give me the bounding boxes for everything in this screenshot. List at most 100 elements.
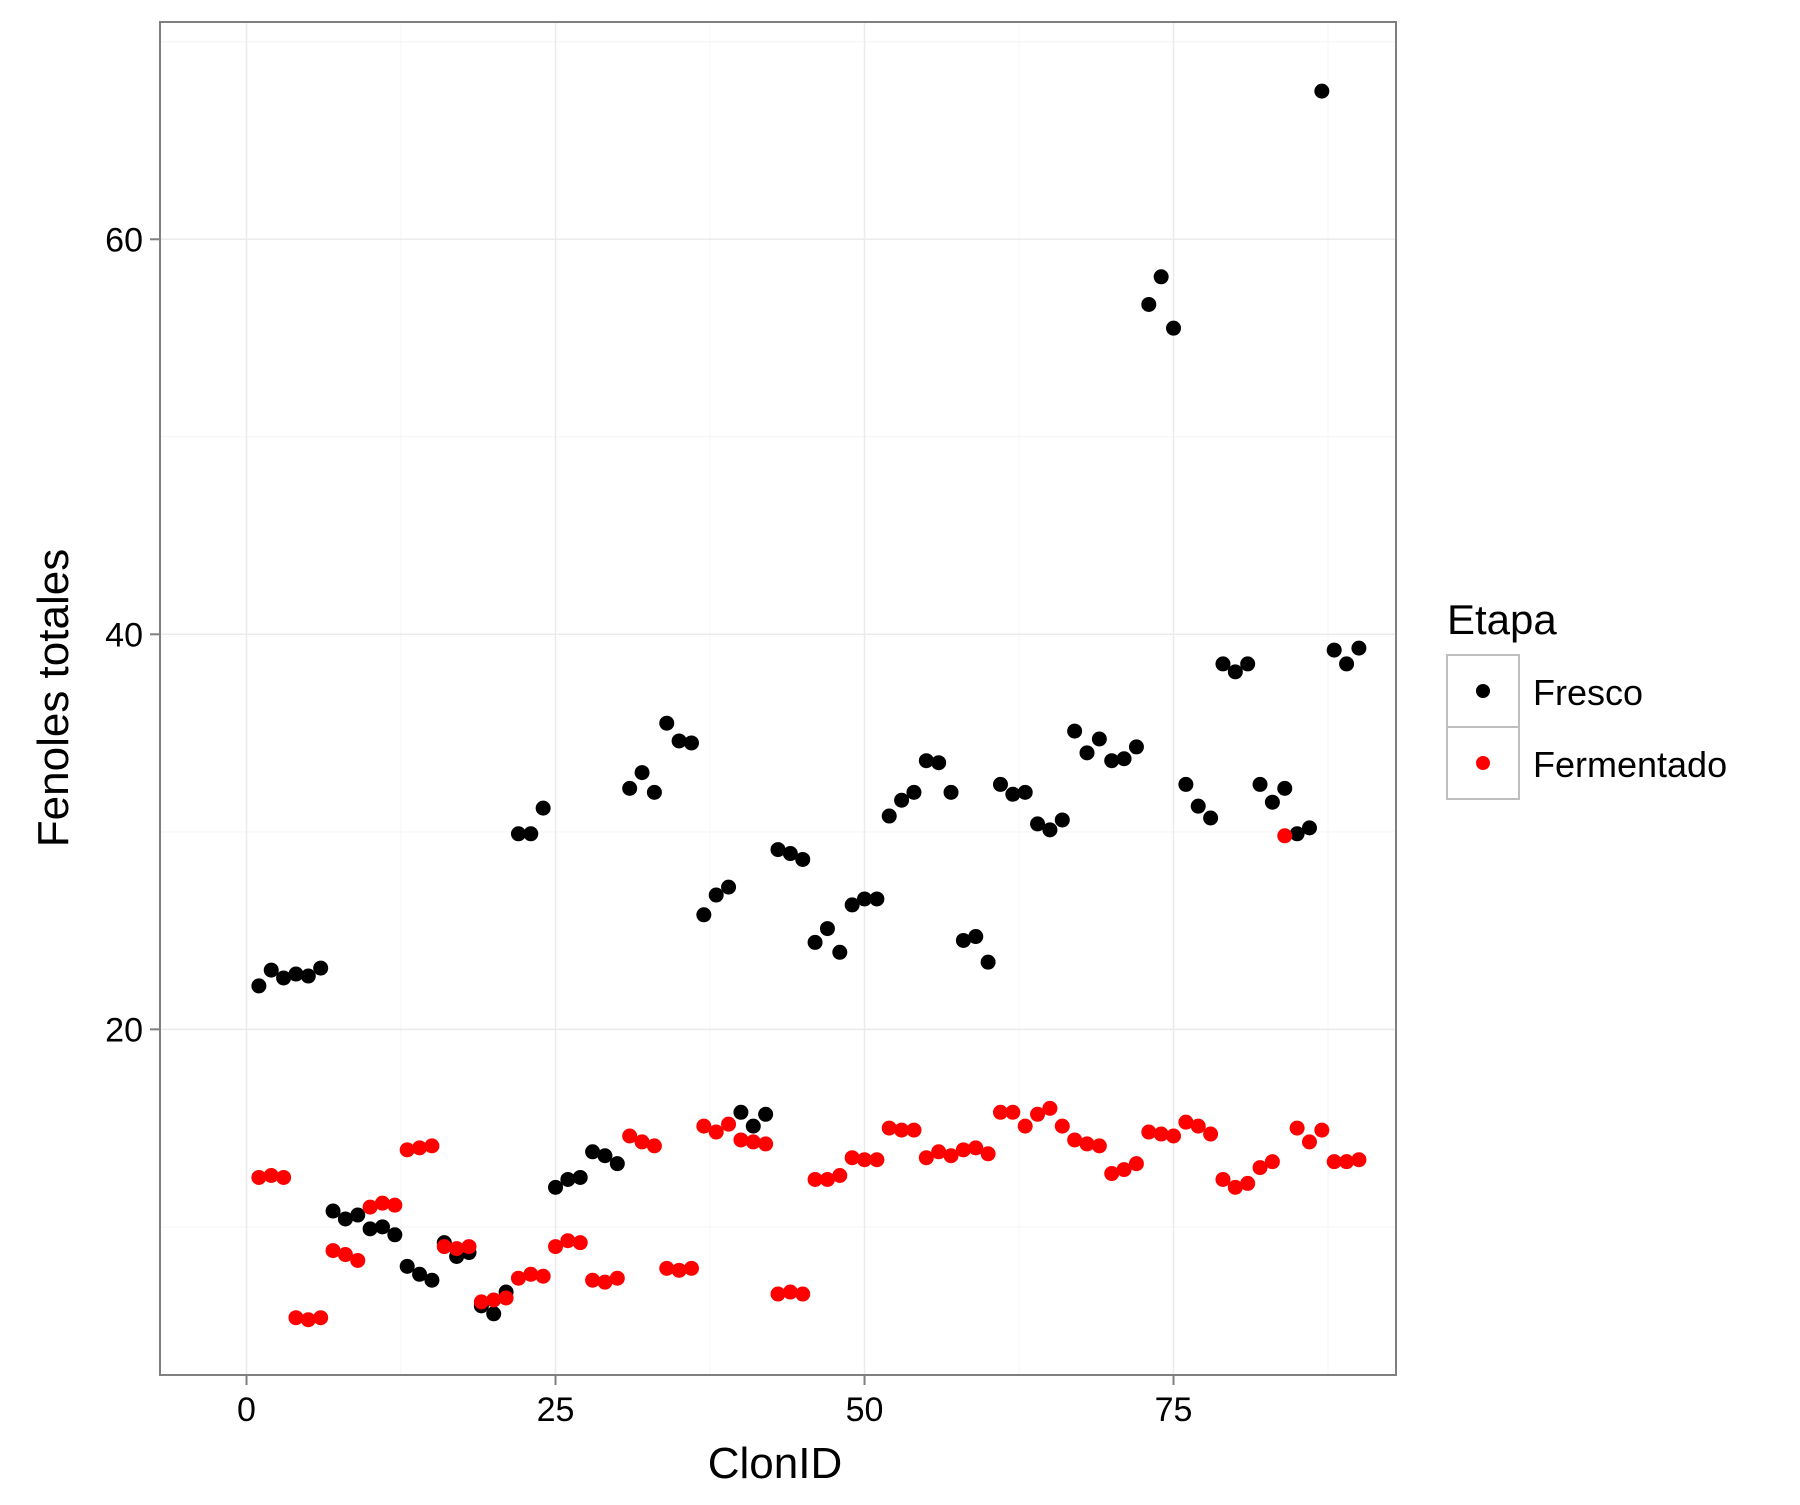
data-point-fermentado: [1301, 1134, 1317, 1150]
data-point-fermentado: [1104, 1166, 1120, 1182]
data-point-fresco: [313, 960, 329, 976]
data-point-fermentado: [708, 1124, 724, 1140]
data-point-fermentado: [1153, 1126, 1169, 1142]
data-point-fermentado: [412, 1140, 428, 1156]
data-point-fresco: [758, 1106, 774, 1122]
data-point-fresco: [276, 970, 292, 986]
data-point-fresco: [1215, 656, 1231, 672]
data-point-fermentado: [918, 1150, 934, 1166]
data-point-fresco: [622, 780, 638, 796]
data-point-fermentado: [572, 1235, 588, 1251]
data-point-fresco: [696, 907, 712, 923]
data-point-fresco: [659, 715, 675, 731]
data-point-fresco: [745, 1118, 761, 1134]
data-point-fresco: [1079, 745, 1095, 761]
data-point-fermentado: [1042, 1100, 1058, 1116]
data-point-fermentado: [1079, 1136, 1095, 1152]
data-point-fresco: [1264, 794, 1280, 810]
data-point-fresco: [844, 897, 860, 913]
data-point-fermentado: [770, 1286, 786, 1302]
x-tick-label: 50: [846, 1391, 884, 1429]
data-point-fermentado: [758, 1136, 774, 1152]
data-point-fresco: [412, 1266, 428, 1282]
y-axis-label: Fenoles totales: [29, 549, 78, 847]
data-point-fresco: [1351, 640, 1367, 656]
data-point-fresco: [733, 1104, 749, 1120]
data-point-fermentado: [683, 1260, 699, 1276]
data-point-fermentado: [1178, 1114, 1194, 1130]
data-point-fresco: [857, 891, 873, 907]
data-point-fermentado: [313, 1310, 329, 1326]
data-point-fresco: [300, 968, 316, 984]
data-point-fermentado: [1067, 1132, 1083, 1148]
data-point-fermentado: [745, 1134, 761, 1150]
data-point-fermentado: [955, 1142, 971, 1158]
data-point-fermentado: [436, 1239, 452, 1255]
data-point-fermentado: [1190, 1118, 1206, 1134]
data-point-fresco: [819, 921, 835, 937]
x-tick-label: 75: [1155, 1391, 1193, 1429]
legend-title: Etapa: [1447, 596, 1557, 643]
data-point-fresco: [869, 891, 885, 907]
data-point-fermentado: [325, 1243, 341, 1259]
data-point-fermentado: [659, 1260, 675, 1276]
data-point-fermentado: [585, 1272, 601, 1288]
data-point-fermentado: [548, 1239, 564, 1255]
data-point-fermentado: [288, 1310, 304, 1326]
data-point-fermentado: [795, 1286, 811, 1302]
data-point-fermentado: [881, 1120, 897, 1136]
legend-label-fresco: Fresco: [1533, 672, 1643, 713]
data-point-fresco: [931, 755, 947, 771]
data-point-fermentado: [721, 1116, 737, 1132]
data-point-fermentado: [894, 1122, 910, 1138]
data-point-fresco: [424, 1272, 440, 1288]
data-point-fermentado: [980, 1146, 996, 1162]
legend-key-box-fermentado: [1446, 726, 1520, 800]
data-point-fermentado: [819, 1171, 835, 1187]
data-point-fresco: [881, 808, 897, 824]
data-point-fermentado: [1339, 1154, 1355, 1170]
data-point-fresco: [510, 826, 526, 842]
data-point-fresco: [795, 851, 811, 867]
data-point-fresco: [721, 879, 737, 895]
data-point-fresco: [523, 826, 539, 842]
data-point-fermentado: [931, 1144, 947, 1160]
data-point-fresco: [1240, 656, 1256, 672]
data-point-fermentado: [807, 1171, 823, 1187]
data-point-fresco: [374, 1219, 390, 1235]
data-point-fresco: [782, 846, 798, 862]
data-point-fermentado: [696, 1118, 712, 1134]
data-point-fermentado: [992, 1104, 1008, 1120]
data-point-fresco: [1277, 780, 1293, 796]
data-point-fermentado: [399, 1142, 415, 1158]
data-point-fresco: [943, 784, 959, 800]
data-point-fermentado: [782, 1284, 798, 1300]
data-point-fresco: [1203, 810, 1219, 826]
data-point-fermentado: [906, 1122, 922, 1138]
data-point-fermentado: [498, 1290, 514, 1306]
plot-panel-border: [159, 21, 1397, 1376]
x-axis-label: ClonID: [708, 1439, 843, 1488]
data-point-fresco: [548, 1179, 564, 1195]
data-point-fresco: [683, 735, 699, 751]
data-point-fresco: [1141, 296, 1157, 312]
data-point-fresco: [1116, 751, 1132, 767]
data-point-fresco: [1190, 798, 1206, 814]
data-point-fermentado: [510, 1270, 526, 1286]
data-point-fermentado: [473, 1294, 489, 1310]
data-point-fermentado: [263, 1168, 279, 1184]
data-point-fermentado: [300, 1312, 316, 1328]
data-point-fresco: [1166, 320, 1182, 336]
data-point-fermentado: [1116, 1162, 1132, 1178]
data-point-fermentado: [646, 1138, 662, 1154]
data-point-fermentado: [1141, 1124, 1157, 1140]
data-point-fermentado: [486, 1292, 502, 1308]
data-point-fresco: [1067, 723, 1083, 739]
data-point-fresco: [1339, 656, 1355, 672]
data-point-fermentado: [1314, 1122, 1330, 1138]
data-point-fresco: [1054, 812, 1070, 828]
data-point-fresco: [1314, 83, 1330, 99]
legend: Etapa Fresco Fermentado: [1446, 596, 1727, 800]
x-tick-label: 25: [537, 1391, 575, 1429]
